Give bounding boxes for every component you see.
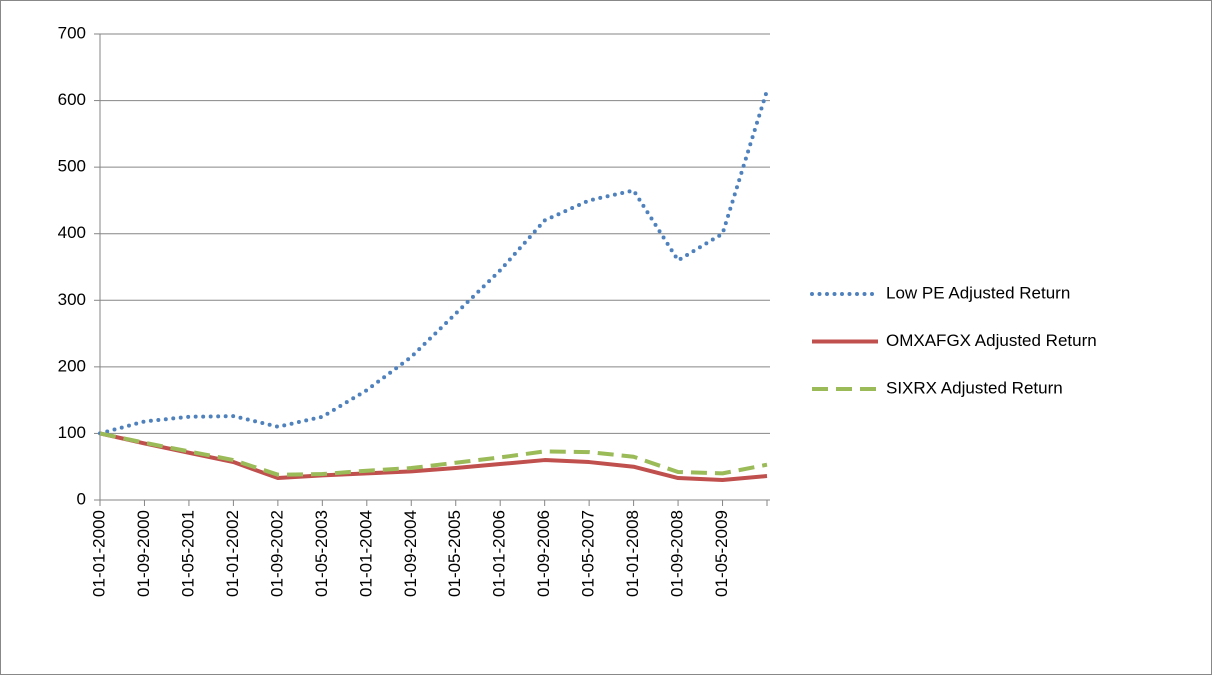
y-tick-label: 400 — [58, 223, 86, 242]
legend-label: SIXRX Adjusted Return — [886, 378, 1063, 397]
x-tick-label: 01-01-2006 — [490, 510, 509, 597]
x-tick-label: 01-09-2006 — [534, 510, 553, 597]
x-tick-label: 01-01-2004 — [356, 510, 375, 597]
series-line — [99, 431, 768, 483]
y-tick-label: 500 — [58, 157, 86, 176]
x-tick-label: 01-05-2001 — [178, 510, 197, 597]
y-tick-label: 0 — [77, 489, 86, 508]
x-tick-label: 01-05-2007 — [579, 510, 598, 597]
x-tick-label: 01-05-2009 — [712, 510, 731, 597]
series-line — [98, 88, 769, 436]
y-tick-label: 100 — [58, 423, 86, 442]
series-line — [99, 431, 768, 477]
x-tick-label: 01-05-2005 — [445, 510, 464, 597]
x-tick-label: 01-09-2008 — [668, 510, 687, 597]
x-tick-label: 01-09-2004 — [401, 510, 420, 597]
x-tick-label: 01-01-2002 — [223, 510, 242, 597]
x-tick-label: 01-09-2002 — [267, 510, 286, 597]
x-tick-label: 01-01-2008 — [623, 510, 642, 597]
y-tick-label: 200 — [58, 356, 86, 375]
y-tick-label: 700 — [58, 23, 86, 42]
legend-label: Low PE Adjusted Return — [886, 283, 1070, 302]
x-tick-label: 01-05-2003 — [312, 510, 331, 597]
x-tick-label: 01-01-2000 — [89, 510, 108, 597]
y-tick-label: 600 — [58, 90, 86, 109]
y-tick-label: 300 — [58, 290, 86, 309]
legend-label: OMXAFGX Adjusted Return — [886, 331, 1097, 350]
x-tick-label: 01-09-2000 — [134, 510, 153, 597]
